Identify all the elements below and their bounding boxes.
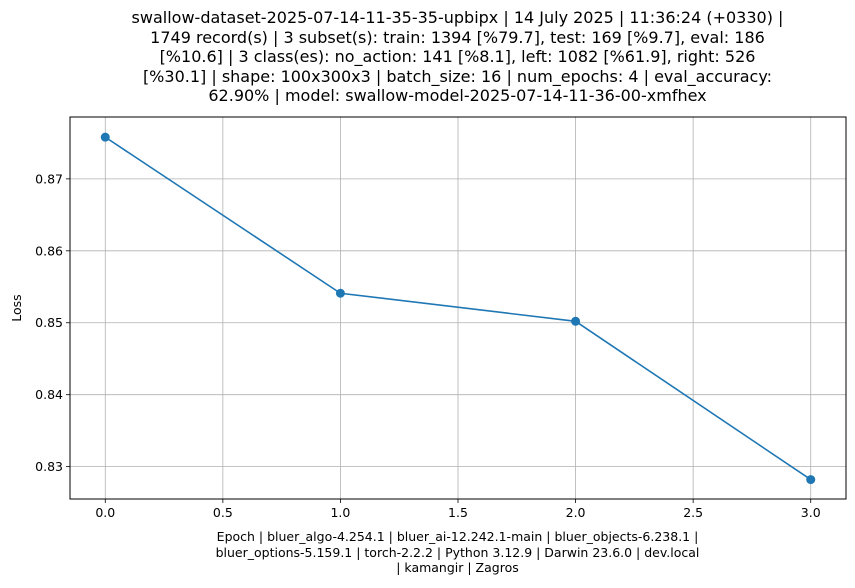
- series-loss: [100, 132, 816, 485]
- chart-title-line: 1749 record(s) | 3 subset(s): train: 139…: [150, 27, 765, 47]
- x-tick-label: 2.0: [566, 505, 586, 520]
- chart-title-line: swallow-dataset-2025-07-14-11-35-35-upbi…: [131, 8, 784, 27]
- x-axis-label-line: bluer_options-5.159.1 | torch-2.2.2 | Py…: [215, 544, 700, 560]
- x-tick-label: 2.5: [683, 505, 703, 520]
- data-point: [806, 475, 816, 485]
- data-point: [571, 316, 581, 326]
- chart-title-line: [%30.1] | shape: 100x300x3 | batch_size:…: [142, 66, 773, 86]
- x-axis-label-line: Epoch | bluer_algo-4.254.1 | bluer_ai-12…: [216, 529, 699, 544]
- x-axis-label: Epoch | bluer_algo-4.254.1 | bluer_ai-12…: [60, 529, 855, 576]
- x-tick-label: 1.0: [330, 505, 350, 520]
- x-axis-label-line: | kamangir | Zagros: [396, 560, 519, 575]
- y-tick-label: 0.86: [35, 243, 63, 258]
- y-axis-label: Loss: [9, 294, 24, 321]
- grid: [70, 117, 846, 499]
- data-point: [335, 288, 345, 298]
- chart-title-line: 62.90% | model: swallow-model-2025-07-14…: [208, 86, 707, 105]
- data-point: [100, 132, 110, 142]
- y-tick-label: 0.83: [35, 459, 63, 474]
- x-tick-label: 3.0: [801, 505, 821, 520]
- x-tick-label: 0.0: [95, 505, 115, 520]
- series-line: [104, 136, 812, 481]
- axis-ticks: 0.0 0.5 1.0 1.5 2.0 2.5 3.0 0.83 0.84 0.85 0.86 0.8…: [35, 171, 821, 520]
- y-tick-label: 0.87: [35, 171, 63, 186]
- x-tick-label: 0.5: [213, 505, 233, 520]
- y-tick-label: 0.85: [35, 315, 63, 330]
- chart-title: swallow-dataset-2025-07-14-11-35-35-upbi…: [60, 8, 855, 106]
- x-tick-label: 1.5: [448, 505, 468, 520]
- y-tick-label: 0.84: [35, 387, 63, 402]
- chart-title-line: [%10.6] | 3 class(es): no_action: 141 [%…: [159, 47, 756, 66]
